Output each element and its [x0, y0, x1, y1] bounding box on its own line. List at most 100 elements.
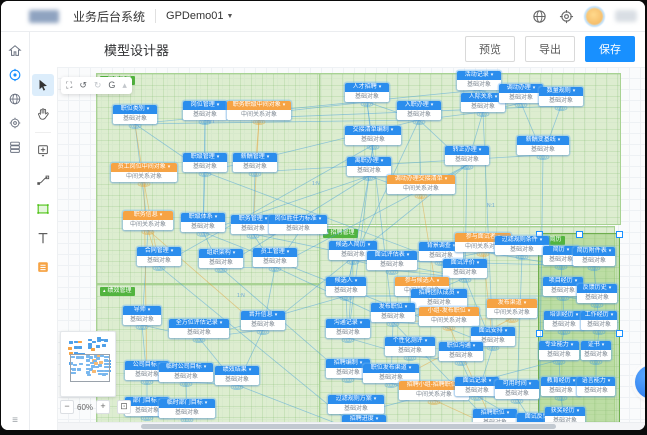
node-chevron-down-icon[interactable]: ▾	[378, 84, 382, 90]
node-chevron-down-icon[interactable]: ▾	[380, 158, 384, 164]
tool-region[interactable]	[32, 198, 54, 220]
model-node[interactable]: 离职办理 ▾ 基础对象	[347, 157, 391, 176]
node-chevron-down-icon[interactable]: ▾	[375, 416, 379, 422]
group-label[interactable]: ▴ 绩效管理	[100, 287, 135, 296]
minimap-viewport[interactable]	[70, 354, 110, 382]
settings-gear-icon[interactable]	[559, 9, 574, 24]
node-chevron-down-icon[interactable]: ▾	[523, 300, 527, 306]
node-chevron-down-icon[interactable]: ▾	[488, 378, 492, 384]
node-chevron-down-icon[interactable]: ▾	[359, 360, 363, 366]
horizontal-scrollbar[interactable]	[57, 422, 645, 430]
model-node[interactable]: 面试评价 ▾ 基础对象	[443, 259, 487, 278]
model-node[interactable]: 教育经历 ▾ 基础对象	[541, 377, 581, 396]
model-node[interactable]: 面试评估表 ▾ 基础对象	[367, 251, 417, 270]
preview-button[interactable]: 预览	[465, 36, 515, 62]
model-node[interactable]: 面试记录 ▾ 基础对象	[455, 377, 499, 396]
tool-select[interactable]	[32, 74, 54, 96]
model-node[interactable]: 候选人 ▾ 基础对象	[326, 277, 366, 296]
scrollbar-thumb[interactable]	[141, 424, 556, 429]
node-chevron-down-icon[interactable]: ▾	[214, 214, 218, 220]
node-chevron-down-icon[interactable]: ▾	[572, 378, 576, 384]
node-chevron-down-icon[interactable]: ▾	[608, 285, 612, 291]
tool-text[interactable]	[32, 227, 54, 249]
node-chevron-down-icon[interactable]: ▾	[575, 312, 579, 318]
node-chevron-down-icon[interactable]: ▾	[232, 250, 236, 256]
node-chevron-down-icon[interactable]: ▾	[601, 342, 605, 348]
redo-icon[interactable]: ↻	[93, 80, 102, 90]
node-chevron-down-icon[interactable]: ▾	[282, 102, 286, 108]
model-node[interactable]: 专业能力 ▾ 基础对象	[539, 341, 579, 360]
model-node[interactable]: 活动记录 ▾ 基础对象	[457, 71, 501, 90]
node-chevron-down-icon[interactable]: ▾	[504, 328, 508, 334]
node-chevron-down-icon[interactable]: ▾	[318, 216, 322, 222]
collapse-icon[interactable]: ▴	[122, 80, 127, 90]
rail-item-model-designer[interactable]	[1, 63, 29, 87]
model-node[interactable]: 调动办理交接清单 ▾ 中间关系对象	[387, 175, 455, 194]
model-node[interactable]: 全方位评估记录 ▾ 基础对象	[169, 319, 229, 338]
node-chevron-down-icon[interactable]: ▾	[572, 88, 576, 94]
globe-icon[interactable]	[532, 9, 547, 24]
node-chevron-down-icon[interactable]: ▾	[367, 242, 371, 248]
assistant-fab[interactable]	[635, 365, 645, 399]
undo-icon[interactable]: ↺	[79, 80, 87, 90]
node-chevron-down-icon[interactable]: ▾	[476, 260, 480, 266]
node-chevron-down-icon[interactable]: ▾	[532, 85, 536, 91]
model-node[interactable]: 职位类别 ▾ 基础对象	[113, 105, 157, 124]
node-chevron-down-icon[interactable]: ▾	[467, 308, 471, 314]
node-chevron-down-icon[interactable]: ▾	[359, 320, 363, 326]
zoom-in-button[interactable]: +	[96, 400, 111, 414]
node-chevron-down-icon[interactable]: ▾	[216, 154, 220, 160]
rail-item-data[interactable]	[1, 135, 29, 159]
model-node[interactable]: 可用时间 ▾ 基础对象	[495, 380, 539, 399]
model-node[interactable]: 人才招聘 ▾ 基础对象	[345, 83, 389, 102]
model-node[interactable]: 工作经历 ▾ 基础对象	[581, 311, 617, 330]
model-node[interactable]: 职级体系 ▾ 基础对象	[181, 213, 225, 232]
model-node[interactable]: 合同管理 ▾ 基础对象	[137, 247, 181, 266]
node-chevron-down-icon[interactable]: ▾	[248, 367, 252, 373]
rail-item-home[interactable]	[1, 39, 29, 63]
model-node[interactable]: 职级管理 ▾ 基础对象	[183, 153, 227, 172]
node-chevron-down-icon[interactable]: ▾	[574, 278, 578, 284]
node-chevron-down-icon[interactable]: ▾	[219, 320, 223, 326]
node-chevron-down-icon[interactable]: ▾	[274, 312, 278, 318]
fit-screen-icon[interactable]: ⛶	[66, 80, 73, 90]
model-node[interactable]: 调动办理 ▾ 基础对象	[499, 84, 543, 103]
node-chevron-down-icon[interactable]: ▾	[404, 304, 408, 310]
node-chevron-down-icon[interactable]: ▾	[576, 408, 580, 414]
model-node[interactable]: 岗位管理 ▾ 基础对象	[183, 101, 227, 120]
node-chevron-down-icon[interactable]: ▾	[203, 364, 207, 370]
node-chevron-down-icon[interactable]: ▾	[506, 410, 510, 416]
model-node[interactable]: 发布渠道 ▾ 中间关系对象	[487, 299, 537, 318]
model-node[interactable]: 个性化测评 ▾ 基础对象	[385, 337, 435, 356]
export-button[interactable]: 导出	[525, 36, 575, 62]
node-chevron-down-icon[interactable]: ▾	[266, 154, 270, 160]
node-chevron-down-icon[interactable]: ▾	[204, 400, 208, 406]
model-node[interactable]: 组织架构 ▾ 基础对象	[199, 249, 243, 268]
collapse-sidebar-icon[interactable]: ≡	[12, 415, 18, 426]
node-chevron-down-icon[interactable]: ▾	[456, 290, 460, 296]
group-label[interactable]: ▴ 招聘管理	[323, 229, 358, 238]
node-chevron-down-icon[interactable]: ▾	[608, 248, 612, 254]
selection-handle[interactable]	[616, 231, 623, 238]
node-chevron-down-icon[interactable]: ▾	[539, 237, 543, 243]
node-chevron-down-icon[interactable]: ▾	[494, 94, 498, 100]
model-node[interactable]: 导师 ▾ 基础对象	[123, 306, 161, 325]
node-chevron-down-icon[interactable]: ▾	[170, 248, 174, 254]
model-node[interactable]: 发布职位 ▾ 基础对象	[371, 303, 415, 322]
node-chevron-down-icon[interactable]: ▾	[557, 137, 561, 143]
model-node[interactable]: 入职办理 ▾ 基础对象	[397, 101, 441, 120]
node-chevron-down-icon[interactable]: ▾	[354, 278, 358, 284]
model-node[interactable]: 转正办理 ▾ 基础对象	[445, 146, 489, 165]
selection-handle[interactable]	[576, 231, 583, 238]
model-node[interactable]: 岗位胜任力标准 ▾ 基础对象	[269, 215, 327, 234]
node-chevron-down-icon[interactable]: ▾	[408, 365, 412, 371]
model-node[interactable]: 薪酬管理 ▾ 基础对象	[233, 153, 277, 172]
model-node[interactable]: 临时公司目标 ▾ 基础对象	[159, 363, 213, 382]
model-node[interactable]: 过滤规则条件 ▾ 基础对象	[495, 236, 549, 255]
node-chevron-down-icon[interactable]: ▾	[472, 343, 476, 349]
node-chevron-down-icon[interactable]: ▾	[146, 106, 150, 112]
model-node[interactable]: 简历附件表 ▾ 基础对象	[573, 247, 615, 266]
model-node[interactable]: 语言能力 ▾ 基础对象	[577, 377, 615, 396]
minimap[interactable]	[60, 331, 116, 397]
model-node[interactable]: 职务信息 ▾ 中间关系对象	[123, 211, 173, 230]
